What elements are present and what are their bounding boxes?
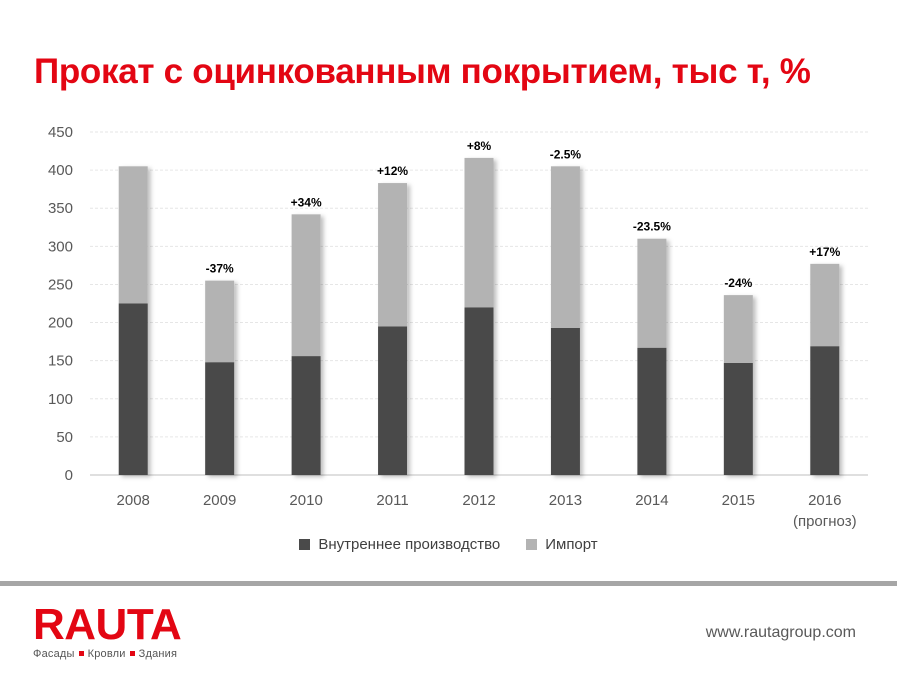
x-tick-label: 2010	[289, 492, 322, 509]
bar-domestic-2014	[637, 347, 667, 475]
tagline-item: Кровли	[87, 648, 126, 660]
square-bullet-icon	[129, 651, 135, 657]
x-tick-label: 2014	[635, 492, 668, 509]
x-axis-tick-labels: 2008 2009 2010 2011 2012 2013 2014 2015 2016 (про…	[117, 492, 857, 530]
x-tick-label: 2016	[808, 492, 841, 509]
y-tick-label: 350	[48, 200, 73, 217]
legend-swatch-import	[526, 539, 538, 550]
bar-stack-2010	[291, 214, 321, 475]
bar-stack-2012	[464, 157, 494, 475]
bar-import-2016	[810, 263, 840, 347]
bar-stack-2014	[637, 238, 667, 475]
bar-import-2015	[723, 295, 753, 363]
bar-import-2008	[118, 166, 148, 304]
growth-annotations: -37% +34% +12% +8% -2.5% -23.5% -24% +17%	[206, 139, 841, 290]
bar-stack-2011	[378, 183, 408, 475]
legend: Внутреннее производство Импорт	[0, 536, 897, 553]
bar-import-2012	[464, 157, 494, 308]
bar-domestic-2010	[291, 356, 321, 475]
bar-domestic-2015	[723, 362, 753, 475]
legend-item-import: Импорт	[526, 536, 598, 553]
bar-import-2011	[378, 183, 408, 327]
growth-label-2009: -37%	[206, 262, 234, 276]
bar-stack-2008	[118, 166, 148, 475]
tagline-item: Фасады	[33, 648, 75, 660]
x-tick-sublabel: (прогноз)	[793, 513, 857, 530]
x-tick-label: 2008	[117, 492, 150, 509]
y-tick-label: 100	[48, 391, 73, 408]
bar-import-2010	[291, 214, 321, 357]
bar-domestic-2013	[550, 327, 580, 475]
y-tick-label: 450	[48, 124, 73, 141]
bar-stack-2016	[810, 263, 840, 475]
x-tick-label: 2013	[549, 492, 582, 509]
growth-label-2014: -23.5%	[633, 220, 671, 234]
bar-domestic-2016	[810, 346, 840, 475]
stacked-bar-chart: 0 50 100 150 200 250 300 350 400 450 -37% +34% +12%…	[48, 124, 868, 530]
rauta-logo: RAUTA Фасады Кровли Здания	[33, 600, 182, 661]
growth-label-2016: +17%	[809, 245, 840, 259]
y-tick-label: 300	[48, 238, 73, 255]
x-tick-label: 2012	[462, 492, 495, 509]
bar-import-2009	[205, 280, 235, 363]
bars	[118, 157, 840, 475]
bar-import-2013	[550, 166, 580, 328]
legend-label-import: Импорт	[545, 536, 598, 553]
growth-label-2011: +12%	[377, 164, 408, 178]
tagline-item: Здания	[138, 648, 178, 660]
slide-title: Прокат с оцинкованным покрытием, тыс т, …	[34, 52, 811, 91]
growth-label-2015: -24%	[724, 276, 752, 290]
bar-stack-2013	[550, 166, 580, 475]
bar-import-2014	[637, 238, 667, 348]
growth-label-2010: +34%	[291, 195, 322, 209]
bar-stack-2015	[723, 295, 753, 475]
x-tick-label: 2009	[203, 492, 236, 509]
x-tick-label: 2015	[722, 492, 755, 509]
bar-stack-2009	[205, 280, 235, 475]
x-tick-label: 2011	[376, 492, 408, 509]
bar-domestic-2009	[205, 362, 235, 475]
legend-item-domestic: Внутреннее производство	[299, 536, 500, 553]
y-axis-tick-labels: 0 50 100 150 200 250 300 350 400 450	[48, 124, 73, 484]
y-tick-label: 0	[65, 467, 73, 484]
growth-label-2013: -2.5%	[550, 147, 582, 161]
y-tick-label: 250	[48, 276, 73, 293]
growth-label-2012: +8%	[467, 139, 492, 153]
legend-swatch-domestic	[299, 539, 311, 550]
footer-divider	[0, 581, 897, 586]
bar-domestic-2012	[464, 307, 494, 475]
bar-domestic-2011	[378, 326, 408, 475]
y-tick-label: 50	[56, 429, 73, 446]
y-tick-label: 400	[48, 162, 73, 179]
y-tick-label: 200	[48, 315, 73, 332]
logo-tagline: Фасады Кровли Здания	[33, 648, 181, 660]
y-tick-label: 150	[48, 353, 73, 370]
legend-label-domestic: Внутреннее производство	[318, 536, 501, 553]
square-bullet-icon	[78, 651, 84, 657]
logo-wordmark: RAUTA	[33, 600, 182, 649]
bar-domestic-2008	[118, 303, 148, 475]
website-link[interactable]: www.rautagroup.com	[705, 624, 856, 641]
